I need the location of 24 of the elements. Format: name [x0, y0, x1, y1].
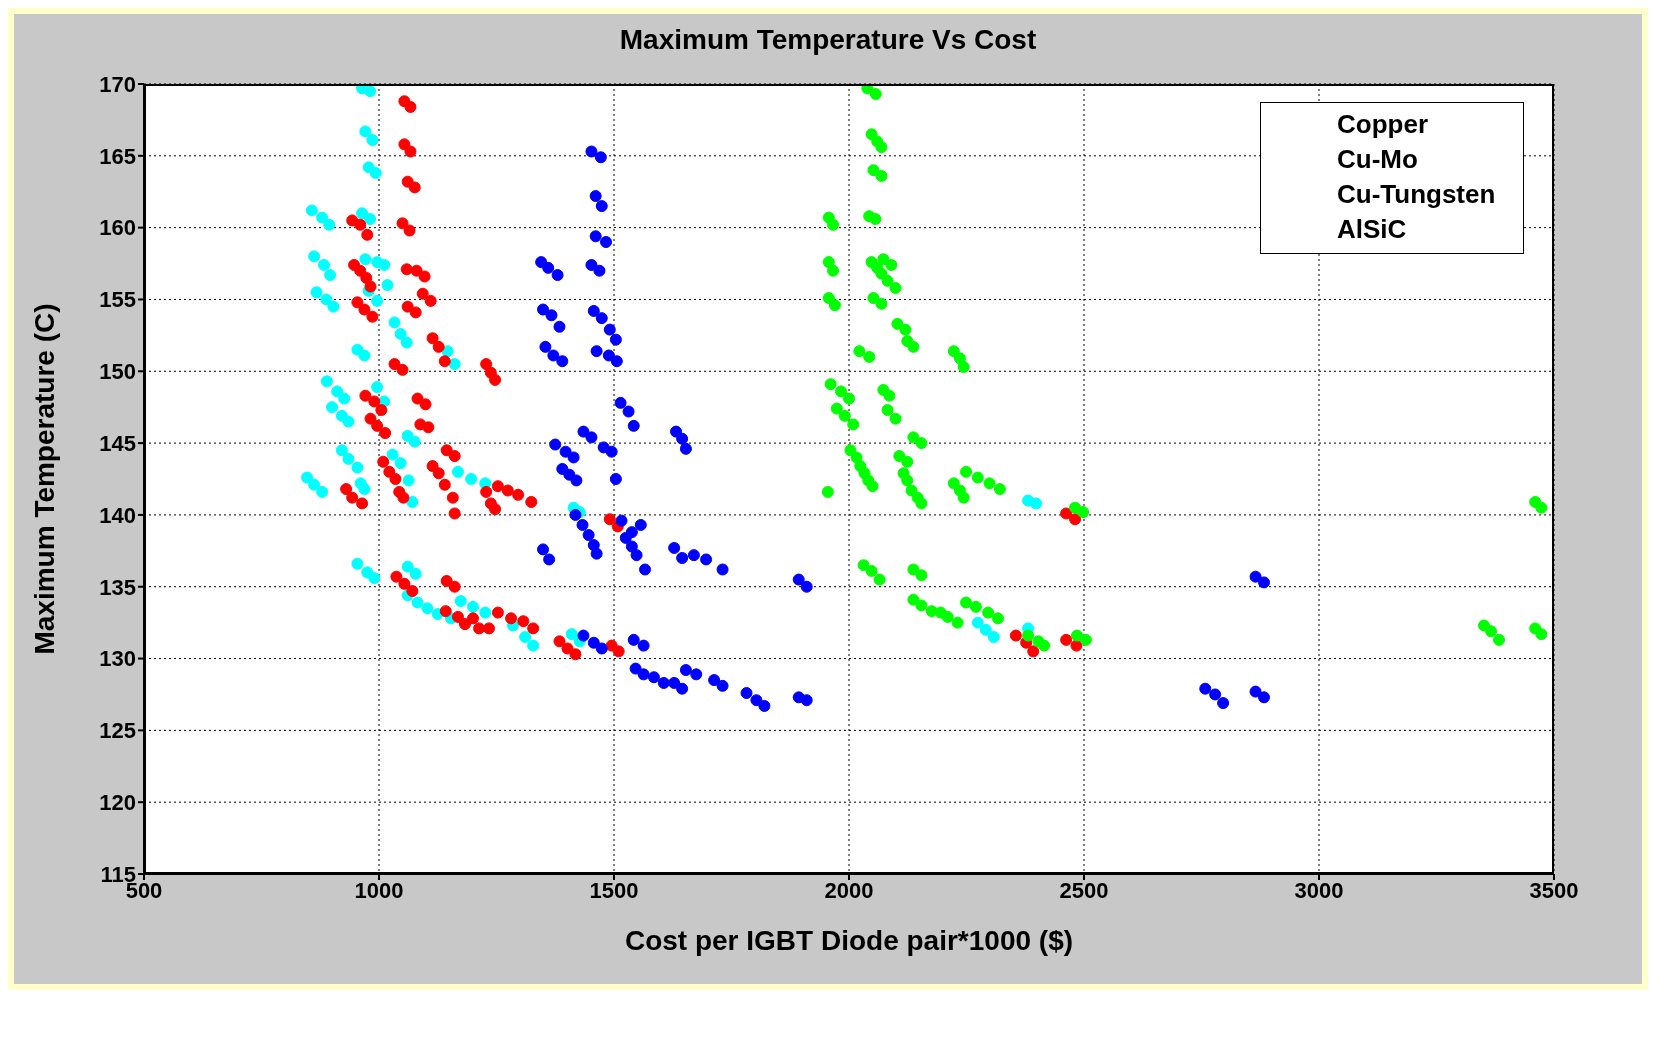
- x-tick-label: 3000: [1294, 877, 1344, 903]
- y-tick-label: 155: [99, 287, 136, 313]
- x-tick-label: 1500: [589, 877, 639, 903]
- y-tick-label: 160: [99, 215, 136, 241]
- x-tick-label: 3500: [1529, 877, 1579, 903]
- y-tick-label: 150: [99, 359, 136, 385]
- x-tick-label: 2000: [824, 877, 874, 903]
- y-tick-label: 145: [99, 430, 136, 456]
- annotation: AlSiC: [1337, 213, 1408, 246]
- y-tick-label: 140: [99, 502, 136, 528]
- annotation: Cu-Tungsten: [1337, 178, 1497, 211]
- x-tick-label: 1000: [354, 877, 404, 903]
- x-tick-label: 2500: [1059, 877, 1109, 903]
- y-tick-label: 165: [99, 143, 136, 169]
- annotation: Cu-Mo: [1337, 143, 1419, 176]
- x-axis-title: Cost per IGBT Diode pair*1000 ($): [624, 925, 1074, 956]
- y-tick-label: 120: [99, 789, 136, 815]
- annotation: Copper: [1337, 108, 1429, 141]
- y-tick-label: 170: [99, 71, 136, 97]
- y-tick-label: 135: [99, 574, 136, 600]
- y-tick-label: 125: [99, 718, 136, 744]
- chart-title: Maximum Temperature Vs Cost: [618, 24, 1038, 57]
- y-axis-title: Maximum Temperature (C): [28, 303, 60, 655]
- y-tick-label: 130: [99, 646, 136, 672]
